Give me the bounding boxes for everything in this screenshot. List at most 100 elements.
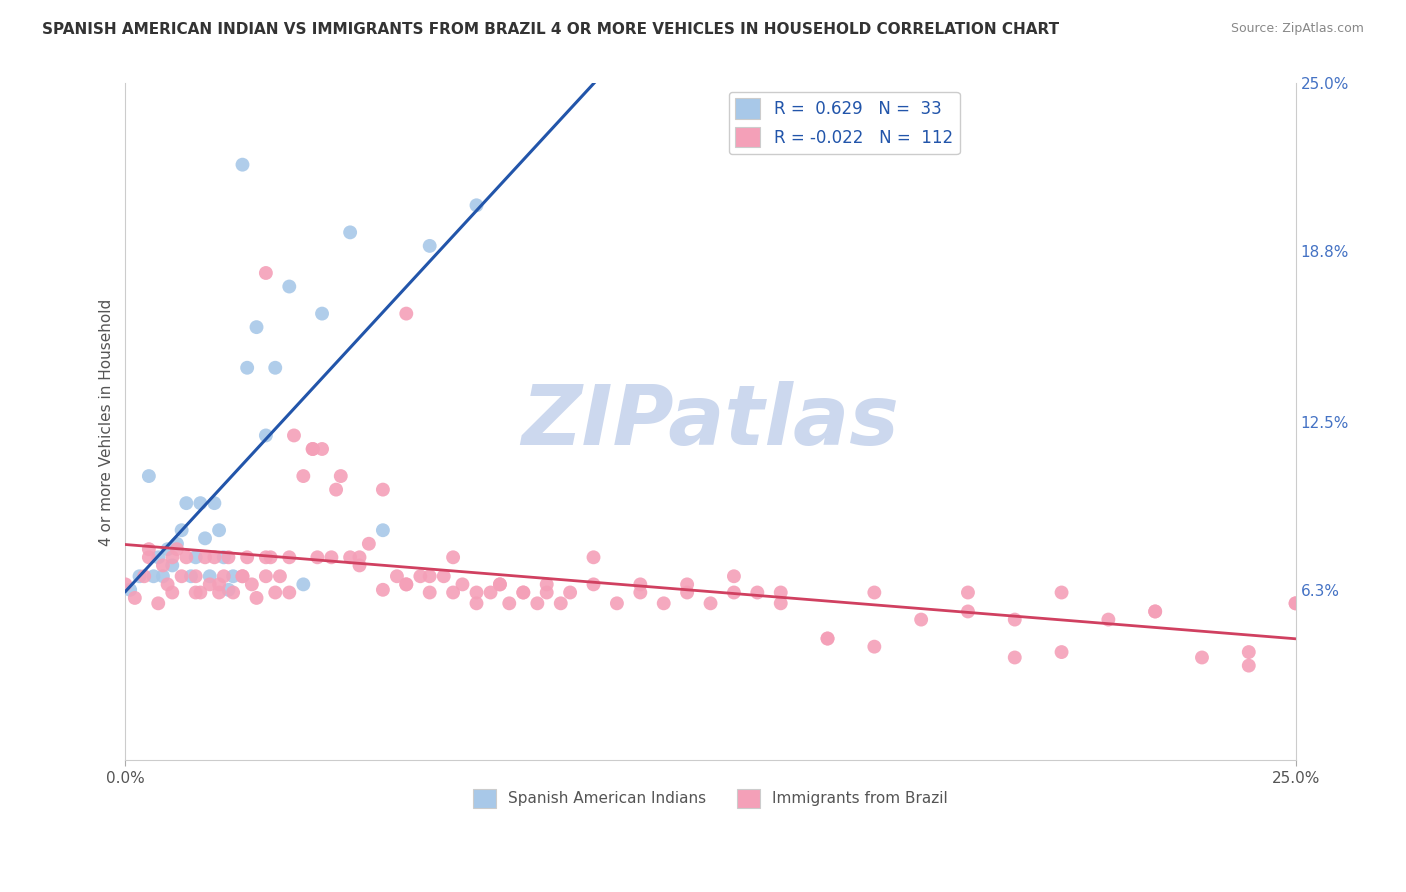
Point	[190, 585, 212, 599]
Point	[245, 591, 267, 605]
Point	[699, 596, 721, 610]
Point	[148, 550, 170, 565]
Point	[817, 632, 839, 646]
Point	[357, 537, 380, 551]
Point	[138, 550, 160, 565]
Point	[162, 558, 184, 573]
Point	[194, 532, 217, 546]
Point	[550, 596, 572, 610]
Point	[292, 577, 315, 591]
Point	[278, 279, 301, 293]
Point	[676, 585, 699, 599]
Point	[1191, 650, 1213, 665]
Point	[1237, 645, 1260, 659]
Point	[536, 577, 558, 591]
Point	[162, 585, 184, 599]
Point	[1284, 596, 1306, 610]
Point	[863, 585, 886, 599]
Point	[176, 550, 198, 565]
Point	[292, 469, 315, 483]
Point	[202, 496, 225, 510]
Point	[311, 307, 333, 321]
Point	[134, 569, 156, 583]
Point	[212, 550, 235, 565]
Text: Source: ZipAtlas.com: Source: ZipAtlas.com	[1230, 22, 1364, 36]
Point	[254, 428, 277, 442]
Point	[465, 585, 488, 599]
Point	[321, 550, 343, 565]
Point	[259, 550, 281, 565]
Point	[152, 558, 174, 573]
Point	[162, 550, 184, 565]
Point	[433, 569, 456, 583]
Point	[676, 577, 699, 591]
Point	[1237, 658, 1260, 673]
Point	[202, 550, 225, 565]
Point	[451, 577, 474, 591]
Point	[222, 569, 245, 583]
Point	[307, 550, 329, 565]
Point	[723, 569, 745, 583]
Point	[409, 569, 432, 583]
Point	[628, 577, 651, 591]
Point	[236, 550, 259, 565]
Point	[1144, 604, 1167, 618]
Text: SPANISH AMERICAN INDIAN VS IMMIGRANTS FROM BRAZIL 4 OR MORE VEHICLES IN HOUSEHOL: SPANISH AMERICAN INDIAN VS IMMIGRANTS FR…	[42, 22, 1059, 37]
Point	[349, 550, 371, 565]
Point	[582, 577, 605, 591]
Point	[245, 320, 267, 334]
Point	[606, 596, 628, 610]
Point	[170, 569, 193, 583]
Point	[208, 523, 231, 537]
Y-axis label: 4 or more Vehicles in Household: 4 or more Vehicles in Household	[100, 298, 114, 546]
Point	[236, 360, 259, 375]
Point	[1004, 650, 1026, 665]
Point	[142, 569, 165, 583]
Point	[489, 577, 512, 591]
Point	[395, 577, 418, 591]
Point	[489, 577, 512, 591]
Point	[217, 582, 239, 597]
Point	[152, 569, 174, 583]
Point	[558, 585, 581, 599]
Point	[198, 569, 221, 583]
Point	[184, 585, 207, 599]
Point	[198, 577, 221, 591]
Point	[325, 483, 347, 497]
Point	[194, 550, 217, 565]
Point	[212, 569, 235, 583]
Point	[120, 582, 142, 597]
Point	[371, 523, 394, 537]
Point	[395, 307, 418, 321]
Point	[283, 428, 305, 442]
Point	[254, 569, 277, 583]
Point	[231, 158, 253, 172]
Point	[652, 596, 675, 610]
Point	[419, 239, 441, 253]
Point	[176, 496, 198, 510]
Point	[329, 469, 352, 483]
Point	[582, 550, 605, 565]
Point	[385, 569, 408, 583]
Point	[349, 558, 371, 573]
Point	[419, 569, 441, 583]
Point	[1050, 585, 1073, 599]
Point	[264, 585, 287, 599]
Point	[231, 569, 253, 583]
Point	[769, 585, 792, 599]
Point	[138, 469, 160, 483]
Point	[311, 442, 333, 456]
Point	[208, 577, 231, 591]
Point	[479, 585, 502, 599]
Point	[371, 483, 394, 497]
Point	[465, 596, 488, 610]
Point	[222, 585, 245, 599]
Point	[536, 585, 558, 599]
Point	[419, 585, 441, 599]
Point	[190, 496, 212, 510]
Point	[184, 550, 207, 565]
Point	[747, 585, 769, 599]
Point	[180, 569, 202, 583]
Point	[339, 550, 361, 565]
Point	[956, 604, 979, 618]
